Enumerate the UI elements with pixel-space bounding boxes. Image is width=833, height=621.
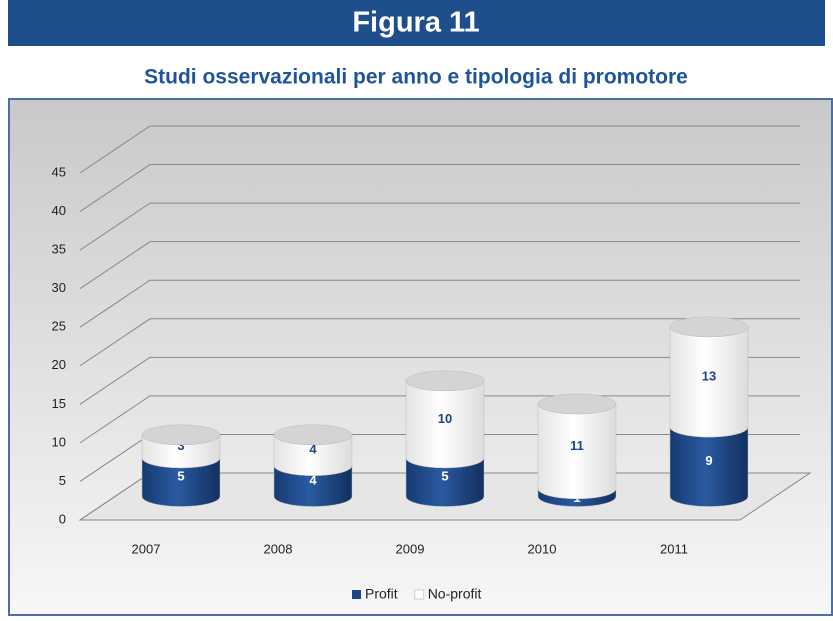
grid-line	[79, 356, 800, 405]
y-tick-label: 30	[52, 280, 66, 295]
grid-line	[79, 164, 800, 212]
bar-cap	[273, 424, 353, 446]
data-label: 4	[309, 442, 317, 457]
y-tick-label: 5	[59, 473, 66, 488]
legend-label: No-profit	[428, 586, 482, 602]
x-tick-label: 2011	[660, 541, 688, 556]
bar-cap	[669, 316, 749, 338]
x-tick-label: 2009	[396, 541, 425, 556]
bar-cap	[537, 393, 617, 415]
y-tick-label: 15	[52, 396, 66, 411]
data-label: 3	[177, 438, 184, 453]
chart-title: Studi osservazionali per anno e tipologi…	[144, 66, 688, 89]
data-label: 11	[570, 438, 584, 453]
y-tick-label: 40	[52, 203, 66, 218]
y-tick-label: 10	[52, 434, 66, 449]
data-label: 5	[177, 469, 184, 484]
header: Figura 11	[352, 7, 479, 39]
legend-label: Profit	[365, 586, 398, 602]
grid-line	[79, 279, 800, 328]
grid-line	[79, 202, 800, 251]
data-label: 9	[705, 453, 712, 468]
bar-cap	[405, 370, 485, 392]
x-tick-label: 2007	[132, 541, 161, 556]
y-tick-label: 0	[59, 511, 66, 526]
y-tick-label: 25	[52, 319, 66, 334]
data-label: 4	[309, 473, 317, 488]
y-tick-label: 45	[52, 164, 66, 179]
grid-line	[79, 318, 800, 367]
bar-cap	[141, 424, 221, 446]
data-label: 5	[441, 469, 448, 484]
x-tick-label: 2008	[264, 541, 293, 556]
grid-line	[79, 125, 800, 174]
data-label: 10	[438, 411, 452, 426]
x-tick-label: 2010	[528, 541, 557, 556]
legend-swatch	[414, 589, 425, 600]
header-bar	[8, 0, 825, 46]
data-label: 13	[702, 368, 716, 383]
grid-line	[79, 241, 800, 290]
y-tick-label: 20	[52, 357, 66, 372]
legend-swatch	[352, 590, 361, 599]
y-tick-label: 35	[52, 242, 66, 257]
